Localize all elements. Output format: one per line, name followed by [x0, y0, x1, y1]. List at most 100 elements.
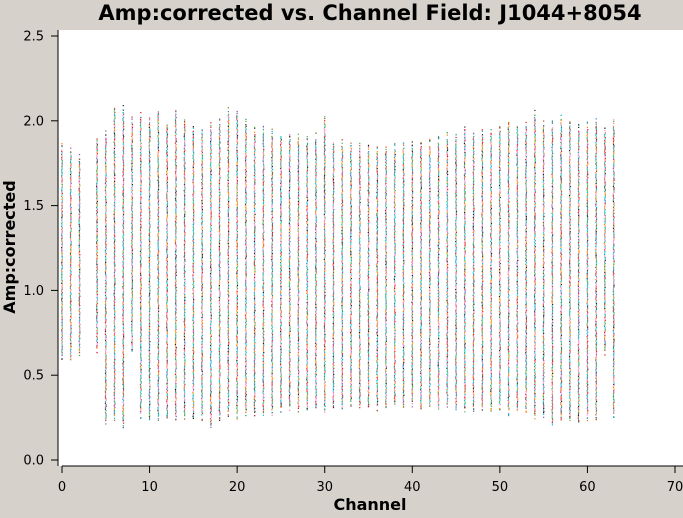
data-point [113, 291, 116, 293]
data-point [70, 358, 72, 360]
data-point [210, 187, 212, 189]
data-point [193, 376, 195, 379]
data-point [192, 130, 194, 132]
data-point [193, 384, 195, 386]
data-point [201, 312, 203, 314]
data-point [174, 163, 177, 165]
data-point [192, 408, 195, 410]
data-point [140, 262, 142, 264]
data-point [131, 250, 133, 252]
data-point [271, 228, 273, 231]
data-point [289, 315, 291, 317]
data-point [131, 129, 133, 132]
data-point [254, 176, 256, 178]
data-point [157, 283, 159, 285]
data-point [61, 189, 63, 192]
data-point [201, 184, 203, 187]
data-point [61, 161, 63, 163]
data-point [236, 315, 238, 317]
data-point [96, 154, 98, 156]
data-point [219, 140, 221, 142]
data-point [193, 159, 195, 161]
data-point [262, 383, 265, 385]
data-point [254, 286, 256, 288]
data-point [61, 315, 63, 318]
data-point [139, 123, 142, 125]
data-point [157, 358, 159, 360]
data-point [131, 265, 133, 267]
data-point [113, 309, 116, 311]
data-point [131, 301, 133, 303]
data-point [253, 177, 255, 179]
data-point [122, 238, 125, 240]
data-point [280, 323, 282, 325]
data-point [210, 319, 212, 321]
data-point [131, 147, 133, 150]
data-point [61, 251, 63, 253]
data-point [227, 188, 229, 191]
data-point [184, 280, 186, 282]
data-point [157, 274, 160, 276]
data-point [131, 338, 133, 341]
data-point [175, 138, 177, 140]
data-point [280, 380, 282, 382]
data-point [105, 269, 107, 271]
data-point [184, 271, 186, 273]
data-point [183, 284, 185, 286]
data-point [174, 345, 177, 347]
data-point [227, 226, 230, 228]
data-point [280, 146, 282, 148]
data-point [245, 236, 247, 238]
data-point [254, 141, 256, 143]
data-point [140, 195, 142, 197]
data-point [131, 257, 133, 259]
data-point [114, 288, 116, 290]
data-point [149, 293, 151, 295]
data-point [157, 165, 160, 167]
data-point [218, 226, 221, 228]
data-point [227, 308, 229, 311]
data-point [175, 265, 177, 267]
data-point [289, 218, 291, 220]
data-point [105, 179, 107, 181]
data-point [280, 336, 282, 339]
data-point [201, 394, 203, 396]
data-point [218, 155, 220, 157]
data-point [61, 314, 63, 316]
data-point [227, 148, 229, 150]
data-point [227, 344, 229, 347]
data-point [113, 300, 115, 302]
data-point [140, 259, 142, 261]
data-point [271, 176, 274, 178]
data-point [271, 197, 273, 199]
data-point [245, 137, 247, 139]
data-point [218, 303, 221, 305]
data-point [131, 227, 133, 229]
data-point [96, 250, 98, 252]
data-point [104, 303, 107, 305]
data-point [61, 296, 63, 298]
data-point [114, 282, 116, 284]
data-point [183, 388, 185, 390]
data-point [236, 121, 239, 123]
data-point [245, 223, 247, 225]
data-point [166, 382, 168, 384]
data-point [105, 326, 107, 328]
data-point [114, 198, 116, 200]
data-point [236, 348, 238, 350]
data-point [140, 346, 142, 348]
data-point [227, 115, 229, 117]
data-point [122, 208, 124, 210]
data-point [174, 135, 177, 137]
data-point [140, 175, 142, 178]
data-point [218, 376, 221, 378]
data-point [157, 315, 159, 317]
data-point [298, 395, 300, 397]
data-point [192, 369, 195, 371]
data-point [262, 132, 265, 134]
data-point [166, 223, 168, 225]
data-point [105, 185, 107, 187]
data-point [218, 190, 221, 192]
data-point [148, 206, 150, 208]
